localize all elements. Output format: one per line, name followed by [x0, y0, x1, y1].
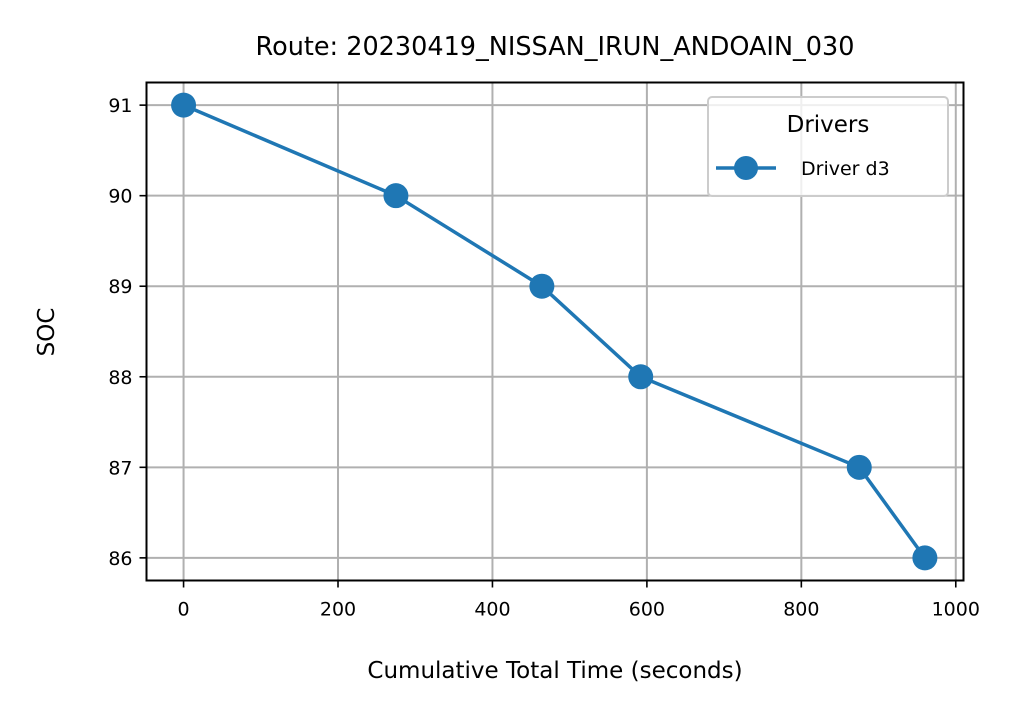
- x-tick-label: 0: [178, 599, 190, 621]
- legend: Drivers Driver d3: [707, 96, 949, 197]
- x-tick-label: 400: [474, 599, 510, 621]
- y-tick-label: 89: [108, 276, 132, 298]
- legend-title: Drivers: [787, 112, 870, 138]
- data-point: [171, 92, 197, 118]
- x-axis-label: Cumulative Total Time (seconds): [367, 658, 742, 684]
- y-axis-label: SOC: [34, 308, 60, 357]
- y-tick-label: 87: [108, 457, 132, 479]
- y-tick-label: 86: [108, 548, 132, 570]
- data-point: [529, 273, 555, 299]
- data-point: [846, 454, 872, 480]
- legend-marker-sample: [734, 156, 758, 180]
- series-line-driver-d3: [182, 103, 927, 559]
- x-tick-label: 800: [783, 599, 819, 621]
- axis-ticks: 0 200 400 600 800 1000 86 87 88 89 90 91: [108, 95, 980, 620]
- series-layer: [171, 92, 938, 571]
- chart-title: Route: 20230419_NISSAN_IRUN_ANDOAIN_030: [256, 32, 855, 62]
- y-tick-label: 88: [108, 367, 132, 389]
- legend-label-driver-d3: Driver d3: [801, 158, 890, 180]
- y-tick-label: 90: [108, 186, 132, 208]
- x-tick-label: 1000: [932, 599, 980, 621]
- data-point: [383, 183, 409, 209]
- y-tick-label: 91: [108, 95, 132, 117]
- x-tick-label: 200: [320, 599, 356, 621]
- legend-box: [707, 96, 949, 197]
- plot-frame: [145, 81, 965, 582]
- data-point: [628, 364, 654, 390]
- data-point: [912, 545, 938, 571]
- x-tick-label: 600: [629, 599, 665, 621]
